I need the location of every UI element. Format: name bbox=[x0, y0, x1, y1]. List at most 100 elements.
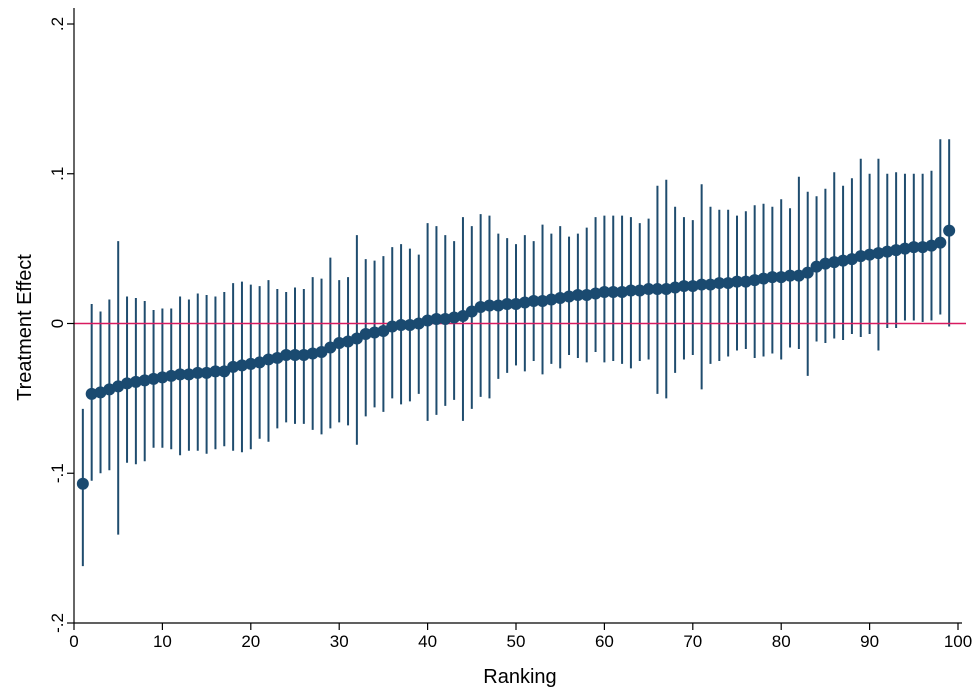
point-estimate bbox=[280, 348, 293, 361]
point-estimate bbox=[757, 272, 770, 285]
point-estimate bbox=[739, 275, 752, 288]
point-estimate bbox=[616, 286, 629, 299]
x-tick-label: 70 bbox=[683, 632, 702, 651]
y-tick-label: .1 bbox=[48, 167, 67, 181]
point-estimate bbox=[554, 292, 567, 305]
point-estimate bbox=[898, 242, 911, 255]
point-estimate bbox=[934, 236, 947, 249]
point-estimate bbox=[156, 371, 169, 384]
point-estimate bbox=[801, 266, 814, 279]
point-estimate bbox=[235, 359, 248, 372]
point-estimate bbox=[598, 286, 611, 299]
point-estimate bbox=[483, 299, 496, 312]
x-tick-label: 100 bbox=[944, 632, 972, 651]
point-estimate bbox=[545, 293, 558, 306]
point-estimate bbox=[677, 280, 690, 293]
point-estimate bbox=[607, 286, 620, 299]
point-estimate bbox=[731, 275, 743, 288]
x-tick-label: 30 bbox=[330, 632, 349, 651]
point-estimate bbox=[510, 298, 522, 311]
point-estimate bbox=[854, 250, 867, 263]
point-estimate bbox=[218, 365, 231, 378]
point-estimate bbox=[403, 318, 416, 331]
point-estimate bbox=[536, 295, 549, 308]
point-estimate bbox=[881, 245, 894, 258]
point-estimate bbox=[784, 269, 797, 282]
point-estimate bbox=[669, 281, 682, 294]
point-estimate bbox=[713, 277, 726, 290]
y-tick-label: -.1 bbox=[48, 463, 67, 483]
point-estimate bbox=[395, 318, 408, 331]
point-estimate bbox=[589, 287, 602, 300]
y-axis-title: Treatment Effect bbox=[14, 254, 36, 401]
point-estimate bbox=[121, 377, 134, 390]
point-estimate bbox=[775, 271, 788, 284]
point-estimate bbox=[386, 320, 399, 333]
x-tick-label: 20 bbox=[241, 632, 260, 651]
point-estimate bbox=[518, 296, 531, 309]
x-axis-ticks: 0 10 20 30 40 50 60 70 80 90 100 bbox=[69, 623, 972, 651]
point-estimate bbox=[174, 368, 187, 381]
x-tick-label: 80 bbox=[772, 632, 791, 651]
point-estimate bbox=[837, 254, 850, 267]
point-estimate bbox=[324, 341, 337, 354]
point-estimate bbox=[85, 387, 98, 400]
x-tick-label: 50 bbox=[507, 632, 526, 651]
point-estimate bbox=[890, 244, 903, 257]
point-estimate bbox=[244, 357, 257, 370]
point-estimate bbox=[368, 326, 381, 339]
point-estimate bbox=[209, 365, 222, 378]
plot-area bbox=[74, 139, 966, 567]
point-estimate bbox=[182, 368, 195, 381]
point-estimate bbox=[297, 348, 310, 361]
point-estimate bbox=[819, 257, 832, 270]
point-estimate bbox=[766, 271, 779, 284]
point-estimate bbox=[907, 241, 920, 254]
point-estimate bbox=[492, 299, 505, 312]
y-tick-label: -.2 bbox=[48, 613, 67, 633]
point-estimate bbox=[872, 247, 885, 260]
point-estimate bbox=[191, 366, 204, 379]
point-estimate bbox=[147, 372, 160, 385]
point-estimate bbox=[863, 248, 876, 261]
y-tick-label: .2 bbox=[48, 17, 67, 31]
point-estimate bbox=[474, 301, 487, 314]
point-estimate bbox=[262, 353, 275, 366]
point-estimate bbox=[916, 241, 929, 254]
point-estimate bbox=[377, 324, 390, 337]
point-estimate bbox=[651, 283, 664, 296]
point-estimate bbox=[129, 375, 142, 388]
y-tick-label: 0 bbox=[48, 319, 67, 328]
point-estimate bbox=[642, 283, 655, 296]
point-estimate bbox=[456, 310, 469, 323]
point-estimate bbox=[501, 298, 514, 311]
point-estimate bbox=[624, 284, 637, 297]
y-axis-ticks: -.2 -.1 0 .1 .2 bbox=[48, 17, 74, 633]
point-estimate bbox=[465, 305, 478, 318]
point-estimate bbox=[306, 347, 319, 360]
point-estimate bbox=[138, 374, 151, 387]
x-axis-title: Ranking bbox=[483, 666, 556, 688]
point-estimate bbox=[76, 477, 89, 490]
point-estimate bbox=[350, 332, 363, 345]
point-estimate bbox=[695, 278, 708, 291]
point-estimate bbox=[359, 327, 372, 340]
point-estimate bbox=[333, 336, 346, 349]
point-estimate bbox=[289, 348, 301, 361]
point-estimate bbox=[430, 313, 443, 326]
point-estimate bbox=[580, 289, 593, 302]
point-estimate bbox=[704, 278, 717, 291]
point-estimate bbox=[828, 256, 841, 269]
point-estimate bbox=[165, 369, 178, 382]
axes: -.2 -.1 0 .1 .2 0 10 20 30 40 50 60 70 80 90 100 bbox=[48, 8, 972, 651]
point-estimate bbox=[439, 313, 452, 326]
x-tick-label: 40 bbox=[418, 632, 437, 651]
point-estimate bbox=[633, 284, 646, 297]
point-estimate bbox=[748, 274, 761, 287]
point-estimate bbox=[686, 280, 699, 293]
point-estimate bbox=[227, 360, 240, 373]
point-estimate bbox=[722, 277, 735, 290]
point-estimate bbox=[315, 345, 328, 358]
point-estimate bbox=[200, 366, 213, 379]
